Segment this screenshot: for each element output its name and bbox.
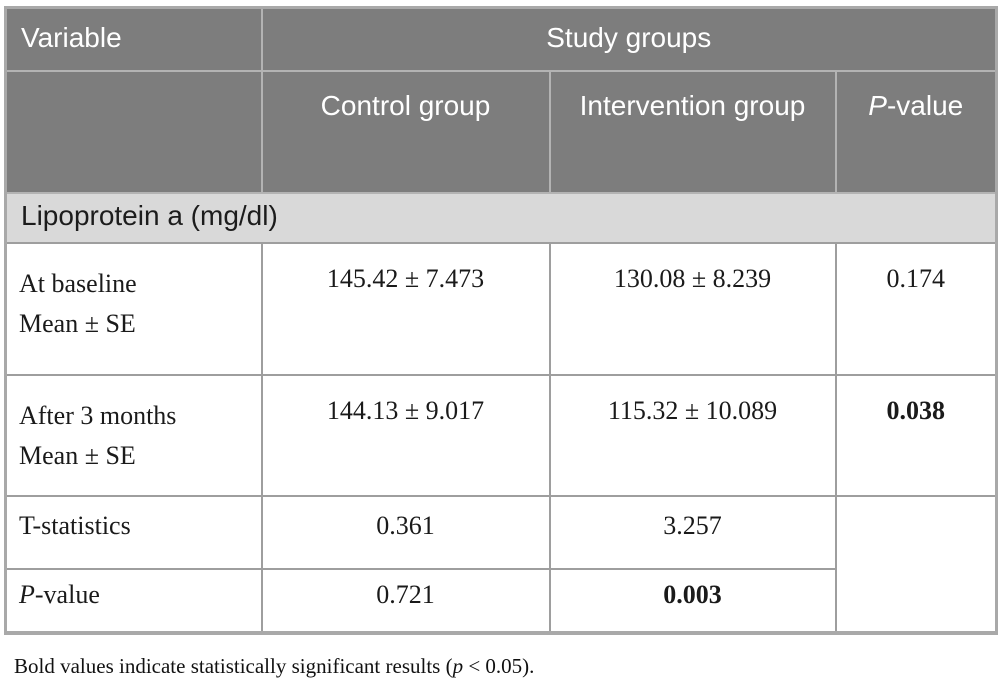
table-row: At baseline Mean ± SE 145.42 ± 7.473 130… — [4, 242, 998, 376]
row-label-line1: After 3 months — [19, 401, 177, 430]
cell-baseline-pvalue: 0.174 — [834, 242, 998, 376]
row-label-line1: At baseline — [19, 269, 137, 298]
header-intervention-group-label: Intervention group — [579, 90, 806, 121]
header-control-group-label: Control group — [320, 90, 491, 121]
results-table: Variable Study groups Control group Inte… — [4, 6, 998, 635]
row-label-after-3-months: After 3 months Mean ± SE — [4, 374, 263, 497]
cell-tstat-control: 0.361 — [260, 495, 551, 570]
footnote-suffix: < 0.05). — [463, 654, 535, 678]
cell-pval-intervention: 0.003 — [548, 568, 837, 634]
row-label-line2: Mean ± SE — [19, 309, 136, 338]
footnote: Bold values indicate statistically signi… — [14, 654, 997, 679]
header-row-2: Control group Intervention group P-value — [4, 70, 998, 194]
header-p-value-rest: -value — [886, 90, 964, 121]
header-p-value-italic: P — [868, 90, 887, 121]
header-intervention-group: Intervention group — [548, 70, 837, 194]
header-variable-label: Variable — [21, 21, 122, 53]
table-row: After 3 months Mean ± SE 144.13 ± 9.017 … — [4, 374, 998, 497]
row-label-at-baseline: At baseline Mean ± SE — [4, 242, 263, 376]
section-row: Lipoprotein a (mg/dl) — [4, 192, 998, 244]
cell-baseline-intervention: 130.08 ± 8.239 — [548, 242, 837, 376]
row-label-p-value: P-value — [4, 568, 263, 634]
header-row-1: Variable Study groups — [4, 6, 998, 72]
row-label-t-statistics: T-statistics — [4, 495, 263, 570]
header-empty-cell — [4, 70, 263, 194]
header-variable: Variable — [4, 6, 263, 72]
footnote-italic-p: p — [452, 654, 464, 678]
header-control-group: Control group — [260, 70, 551, 194]
cell-merged-empty — [834, 495, 998, 634]
cell-pval-control: 0.721 — [260, 568, 551, 634]
header-study-groups-label: Study groups — [546, 22, 712, 53]
table-header: Variable Study groups Control group Inte… — [4, 6, 998, 194]
cell-months-pvalue: 0.038 — [834, 374, 998, 497]
page: Variable Study groups Control group Inte… — [4, 6, 998, 678]
header-p-value: P-value — [834, 70, 998, 194]
footnote-prefix: Bold values indicate statistically signi… — [14, 654, 453, 678]
cell-months-intervention: 115.32 ± 10.089 — [548, 374, 837, 497]
section-title-label: Lipoprotein a (mg/dl) — [21, 200, 278, 231]
header-study-groups: Study groups — [260, 6, 998, 72]
section-title-cell: Lipoprotein a (mg/dl) — [4, 192, 998, 244]
row-label-p-rest: -value — [34, 580, 100, 609]
cell-months-control: 144.13 ± 9.017 — [260, 374, 551, 497]
row-label-p-italic: P — [19, 580, 35, 609]
cell-baseline-control: 145.42 ± 7.473 — [260, 242, 551, 376]
row-label-line2: Mean ± SE — [19, 441, 136, 470]
cell-tstat-intervention: 3.257 — [548, 495, 837, 570]
table-body: Lipoprotein a (mg/dl) At baseline Mean ±… — [4, 192, 998, 634]
table-row: T-statistics 0.361 3.257 — [4, 495, 998, 634]
